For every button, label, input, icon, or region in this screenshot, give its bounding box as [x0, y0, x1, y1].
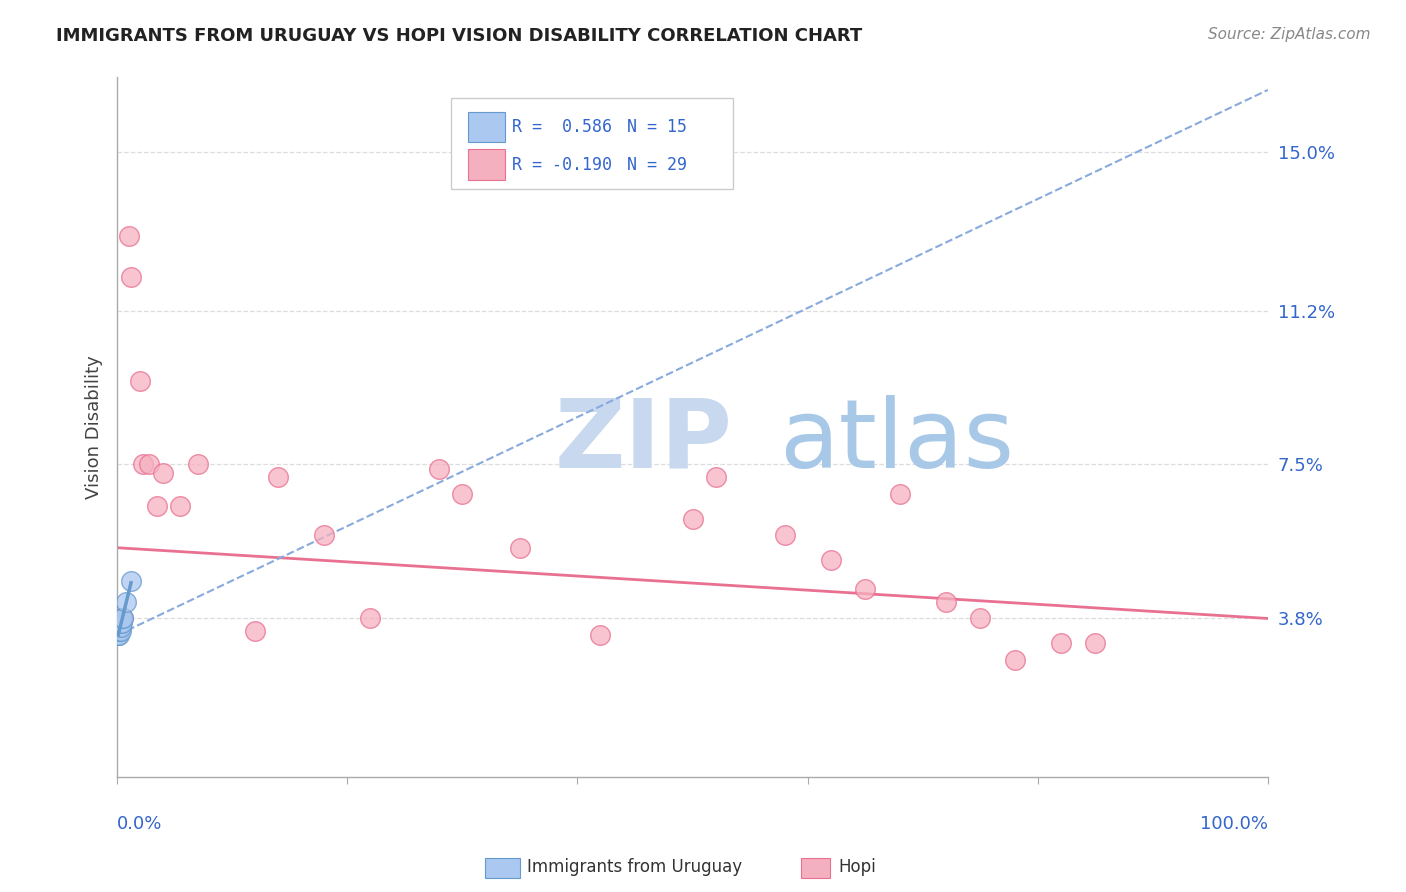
FancyBboxPatch shape [451, 98, 733, 189]
Point [111, 611, 134, 625]
FancyBboxPatch shape [468, 112, 505, 143]
Text: R =  0.586: R = 0.586 [512, 118, 612, 136]
Text: 100.0%: 100.0% [1199, 815, 1268, 833]
Point [110, 624, 132, 638]
Text: IMMIGRANTS FROM URUGUAY VS HOPI VISION DISABILITY CORRELATION CHART: IMMIGRANTS FROM URUGUAY VS HOPI VISION D… [56, 27, 862, 45]
Text: N = 15: N = 15 [627, 118, 688, 136]
FancyBboxPatch shape [468, 150, 505, 180]
Point [169, 499, 191, 513]
Point [146, 499, 169, 513]
Point [107, 624, 129, 638]
Point [589, 628, 612, 642]
Point [704, 470, 727, 484]
Point [111, 611, 134, 625]
Text: atlas: atlas [779, 394, 1014, 488]
Point [115, 595, 138, 609]
Point [359, 611, 381, 625]
Point [138, 458, 160, 472]
Text: Hopi: Hopi [838, 858, 876, 876]
Text: Immigrants from Uruguay: Immigrants from Uruguay [527, 858, 742, 876]
Point [118, 228, 141, 243]
Point [108, 628, 131, 642]
Point [429, 461, 451, 475]
Point [108, 615, 131, 630]
Point [107, 628, 129, 642]
Point [111, 611, 134, 625]
Point [853, 582, 876, 597]
Point [120, 270, 142, 285]
Point [111, 615, 134, 630]
Point [773, 528, 796, 542]
Text: 0.0%: 0.0% [117, 815, 163, 833]
Point [152, 466, 174, 480]
Point [509, 541, 531, 555]
Point [108, 624, 131, 638]
Point [1004, 653, 1026, 667]
Point [451, 486, 474, 500]
Point [1049, 636, 1071, 650]
Point [935, 595, 957, 609]
Point [267, 470, 290, 484]
Point [110, 620, 132, 634]
Point [131, 458, 153, 472]
Text: R = -0.190: R = -0.190 [512, 156, 612, 174]
Point [969, 611, 991, 625]
Y-axis label: Vision Disability: Vision Disability [86, 355, 103, 499]
Text: N = 29: N = 29 [627, 156, 688, 174]
Text: ZIP: ZIP [554, 394, 733, 488]
Point [889, 486, 911, 500]
Point [107, 628, 129, 642]
Point [245, 624, 267, 638]
Point [314, 528, 336, 542]
Point [110, 615, 132, 630]
Point [820, 553, 842, 567]
Text: Source: ZipAtlas.com: Source: ZipAtlas.com [1208, 27, 1371, 42]
Point [108, 620, 131, 634]
Point [120, 574, 142, 588]
Point [187, 458, 209, 472]
Point [682, 511, 704, 525]
Point [129, 374, 152, 388]
Point [1084, 636, 1107, 650]
